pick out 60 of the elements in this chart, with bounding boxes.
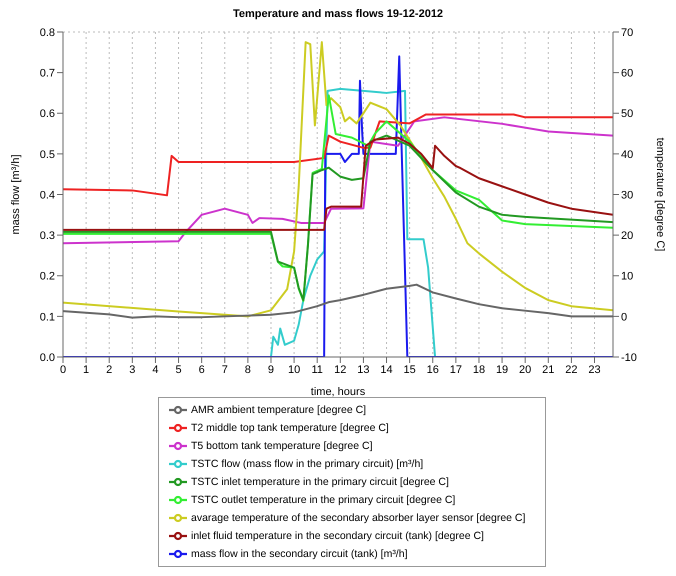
x-tick-label: 10	[288, 364, 300, 376]
legend-label: T5 bottom tank temperature [degree C]	[191, 440, 373, 452]
y-tick-label: 0.8	[40, 26, 55, 39]
chart-title: Temperature and mass flows 19-12-2012	[232, 8, 444, 22]
legend-label: mass flow in the secondary circuit (tank) [m³/h]	[191, 548, 408, 560]
y-tick-label: 0.5	[40, 148, 55, 161]
x-tick-label: 21	[542, 364, 554, 376]
y2-tick-label: 30	[621, 189, 634, 202]
x-tick-label: 11	[311, 364, 323, 376]
legend-label: TSTC outlet temperature in the primary circuit [degree C]	[191, 494, 456, 506]
y-axis-title: mass flow [m³/h]	[10, 154, 22, 235]
legend-label: TSTC flow (mass flow in the primary circuit) [m³/h]	[191, 458, 424, 470]
x-axis-title: time, hours	[310, 386, 366, 398]
x-tick-label: 23	[588, 364, 601, 376]
x-tick-label: 16	[426, 364, 439, 376]
y-tick-label: 0.3	[40, 230, 55, 242]
y-tick-label: 0.4	[40, 189, 55, 202]
y-tick-label: 0.6	[40, 108, 55, 120]
x-tick-label: 13	[357, 364, 370, 376]
x-tick-label: 19	[496, 364, 508, 376]
line-series	[63, 134, 613, 302]
x-tick-label: 12	[334, 364, 346, 376]
x-tick-label: 22	[565, 364, 578, 376]
x-tick-label: 7	[222, 364, 228, 376]
y-tick-label: 0.7	[40, 68, 55, 80]
line-series	[63, 136, 613, 231]
x-tick-label: 4	[152, 364, 158, 376]
x-tick-label: 6	[198, 364, 205, 376]
y2-tick-label: 50	[621, 108, 634, 120]
y-tick-label: 0.0	[40, 352, 55, 364]
line-series	[63, 94, 613, 302]
legend-label: avarage temperature of the secondary absorber layer sensor [degree C]	[191, 512, 526, 524]
x-tick-label: 2	[106, 364, 112, 376]
line-series	[63, 113, 613, 196]
x-tick-label: 20	[519, 364, 532, 376]
y2-tick-label: 10	[621, 270, 634, 283]
x-tick-label: 15	[404, 364, 416, 376]
y-tick-label: 0.1	[40, 311, 55, 324]
y2-tick-label: 60	[621, 68, 634, 80]
x-tick-label: 14	[380, 364, 393, 376]
legend-label: T2 middle top tank temperature [degree C]	[191, 422, 389, 434]
y2-tick-label: 20	[621, 230, 634, 242]
x-tick-label: 8	[244, 364, 251, 376]
y2-tick-label: -10	[621, 352, 637, 364]
x-tick-label: 1	[83, 364, 90, 376]
legend-label: TSTC inlet temperature in the primary circuit [degree C]	[191, 476, 449, 488]
legend-label: inlet fluid temperature in the secondary circuit (tank) [degree C]	[191, 530, 484, 542]
x-tick-label: 3	[129, 364, 136, 376]
line-series	[63, 116, 613, 244]
x-tick-label: 17	[450, 364, 462, 376]
y2-tick-label: 70	[621, 26, 634, 39]
legend-label: AMR ambient temperature [degree C]	[191, 404, 366, 416]
x-tick-label: 18	[472, 364, 486, 376]
y-tick-label: 0.2	[40, 270, 55, 283]
x-tick-label: 0	[60, 364, 66, 376]
y2-tick-label: 40	[621, 148, 634, 161]
x-tick-label: 5	[175, 364, 182, 376]
x-tick-label: 9	[268, 364, 274, 376]
y2-axis-title: temperature [degree C]	[654, 138, 666, 252]
y2-tick-label: 0	[621, 311, 628, 324]
